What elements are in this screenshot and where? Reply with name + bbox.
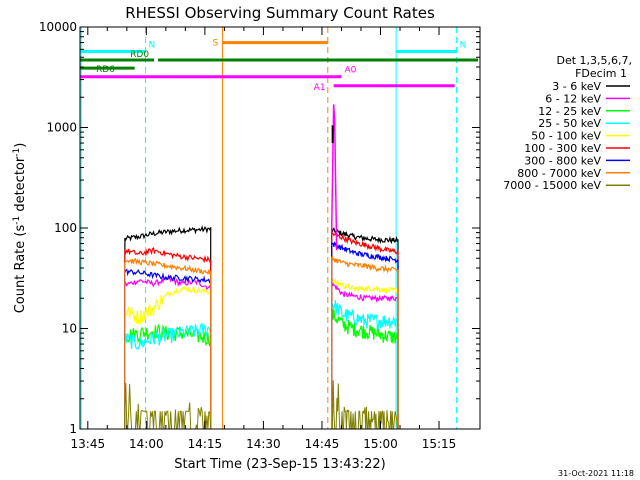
x-tick-label: 14:00	[129, 437, 164, 451]
series-line-800-7000kev-1	[124, 257, 212, 429]
legend-title-decimation: FDecim 1	[575, 67, 627, 80]
x-tick-label: 14:45	[305, 437, 340, 451]
series-line-7000-15000kev-1	[124, 382, 212, 430]
axis-layer: 13:45 14:00 14:15 14:30 14:45 15:00 15:15 1 10 10…	[39, 20, 480, 451]
series-line-25-50kev-2	[331, 300, 399, 429]
series-line-300-800kev-1	[124, 268, 212, 429]
series-line-25-50kev-1	[124, 323, 212, 429]
y-axis-label: Count Rate (s-1 detector-1)	[12, 143, 28, 314]
series-line-800-7000kev-2	[331, 255, 399, 429]
flag-label-RD6: RD6	[96, 65, 115, 75]
flag-label-S: S	[212, 39, 218, 49]
legend-label: 300 - 800 keV	[524, 154, 601, 167]
y-tick-label: 1000	[46, 121, 77, 135]
flag-label-RD0: RD0	[130, 50, 149, 60]
flag-label-A0: A0	[344, 66, 356, 76]
series-line-100-300kev-2	[331, 231, 399, 429]
x-tick-label: 15:00	[363, 437, 398, 451]
y-tick-label: 100	[54, 221, 77, 235]
legend-label: 25 - 50 keV	[538, 117, 601, 130]
legend-label: 3 - 6 keV	[552, 80, 601, 93]
series-line-50-100kev-1	[124, 285, 212, 429]
footer-date: 31-Oct-2021 11:18	[558, 469, 634, 478]
legend-label: 100 - 300 keV	[524, 142, 601, 155]
legend-label: 12 - 25 keV	[538, 105, 601, 118]
series-line-100-300kev-1	[124, 247, 212, 429]
x-axis-label: Start Time (23-Sep-15 13:43:22)	[174, 457, 385, 472]
flare-spike-magenta	[330, 104, 338, 251]
x-tick-label: 13:45	[71, 437, 106, 451]
y-tick-label: 10000	[39, 20, 77, 34]
x-tick-label: 15:15	[422, 437, 457, 451]
x-tick-label: 14:15	[188, 437, 223, 451]
y-tick-label: 10	[62, 322, 77, 336]
legend-label: 800 - 7000 keV	[517, 167, 601, 180]
x-tick-label: 14:30	[246, 437, 281, 451]
legend-label: 50 - 100 keV	[531, 130, 601, 143]
flag-label-A1: A1	[314, 83, 326, 93]
series-line-50-100kev-2	[331, 277, 399, 429]
series-line-3-6kev-2	[331, 227, 399, 429]
series-line-12-25kev-2	[331, 308, 399, 429]
flag-label-N: N	[460, 41, 467, 51]
series-line-300-800kev-2	[331, 241, 399, 429]
series-line-6-12kev-2	[331, 281, 399, 429]
legend-label: 6 - 12 keV	[545, 92, 601, 105]
series-line-3-6kev-1	[124, 225, 212, 429]
legend-title-detectors: Det 1,3,5,6,7,	[556, 54, 632, 67]
data-layer: N N S RD0 RD6 A0 A1	[80, 27, 479, 430]
y-tick-label: 1	[69, 422, 77, 436]
flag-label-N: N	[149, 41, 156, 51]
chart-title: RHESSI Observing Summary Count Rates	[125, 4, 435, 22]
legend-label: 7000 - 15000 keV	[503, 179, 601, 192]
